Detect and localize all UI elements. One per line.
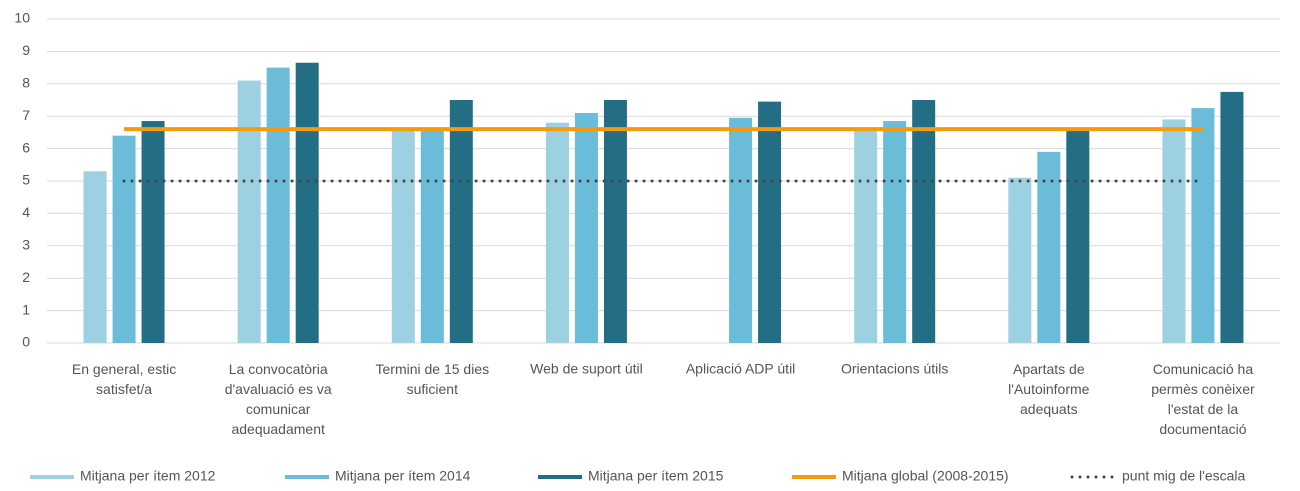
bar	[545, 122, 569, 344]
x-tick-label: En general, estic satisfet/a	[72, 361, 176, 397]
x-tick-label: Web de suport útil	[530, 361, 643, 377]
x-tick-label: Orientacions útils	[841, 361, 948, 377]
y-tick-label: 8	[22, 75, 30, 91]
y-tick-label: 4	[22, 204, 30, 220]
bar	[912, 100, 936, 343]
x-tick-label: La convocatòria d'avaluació es va comunica…	[225, 361, 332, 437]
bar	[854, 129, 878, 343]
y-tick-label: 9	[22, 42, 30, 58]
y-tick-label: 10	[14, 10, 30, 26]
bar	[1162, 119, 1186, 343]
legend-label: punt mig de l'escala	[1122, 468, 1246, 484]
y-tick-label: 6	[22, 139, 30, 155]
bar	[420, 127, 444, 343]
y-tick-label: 2	[22, 269, 30, 285]
bar	[1066, 129, 1090, 343]
y-tick-label: 3	[22, 237, 30, 253]
bar	[237, 80, 261, 343]
bar	[83, 171, 107, 343]
x-tick-label: Aplicació ADP útil	[686, 361, 795, 377]
x-tick-label: Termini de 15 dies suficient	[376, 361, 490, 397]
y-tick-label: 7	[22, 107, 30, 123]
legend-label: Mitjana global (2008-2015)	[842, 468, 1009, 484]
bar	[112, 135, 136, 343]
bar	[295, 62, 319, 344]
x-tick-label: Apartats de l'Autoinforme adequats	[1008, 361, 1089, 417]
bar	[574, 112, 598, 344]
legend-label: Mitjana per ítem 2015	[588, 468, 724, 484]
bar	[883, 121, 907, 343]
bar	[391, 129, 415, 343]
bar	[1037, 151, 1061, 343]
legend-label: Mitjana per ítem 2012	[80, 468, 216, 484]
bar	[603, 100, 627, 343]
legend-label: Mitjana per ítem 2014	[335, 468, 471, 484]
bar	[449, 100, 473, 343]
bar	[1008, 177, 1032, 343]
y-tick-label: 1	[22, 301, 30, 317]
x-tick-label: Comunicació ha permès conèixer l'estat de …	[1151, 361, 1255, 437]
y-tick-label: 0	[22, 334, 30, 350]
bar	[729, 117, 753, 343]
bar	[758, 101, 782, 344]
bar	[141, 121, 165, 343]
bar	[266, 67, 290, 343]
y-tick-label: 5	[22, 172, 30, 188]
bar	[1220, 91, 1244, 344]
bar	[1191, 108, 1215, 343]
